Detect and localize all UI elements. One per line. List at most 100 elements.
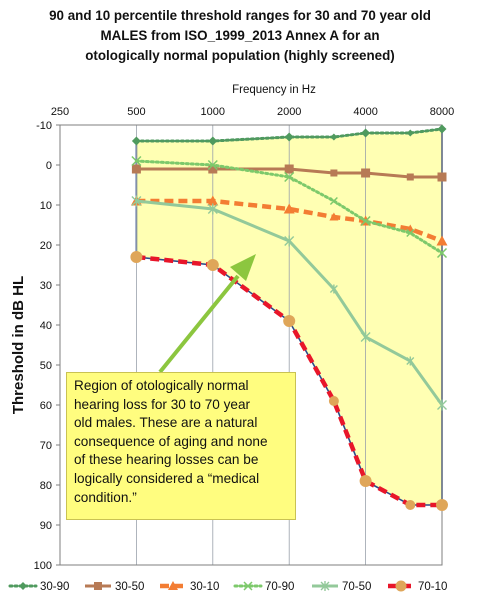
- legend-label: 30-10: [190, 581, 219, 593]
- series-30-90: [131, 124, 447, 146]
- y-tick-label: 20: [40, 240, 52, 252]
- data-point: [361, 128, 371, 138]
- annotation-line-3: old males. These are a natural: [74, 415, 258, 431]
- x-tick-label: 4000: [353, 106, 377, 118]
- data-point: [395, 580, 407, 592]
- legend-label: 30-90: [40, 581, 69, 593]
- data-point: [283, 203, 295, 214]
- chart-title: 90 and 10 percentile threshold ranges fo…: [20, 6, 460, 66]
- chart-title-line-3: otologically normal population (highly s…: [85, 48, 395, 63]
- data-point: [207, 195, 219, 206]
- data-point: [284, 164, 294, 174]
- annotation-line-1: Region of otologically normal: [74, 378, 249, 393]
- data-point: [131, 155, 142, 167]
- data-point: [330, 133, 338, 141]
- legend-item-70-10: 70-10: [388, 580, 447, 593]
- data-point: [320, 581, 330, 591]
- annotation-line-5: of these hearing losses can be: [74, 452, 259, 468]
- data-point: [206, 259, 219, 271]
- annotation-arrow: [158, 254, 256, 374]
- annotation-line-2: hearing loss for 30 to 70 year: [74, 396, 251, 412]
- legend-label: 70-90: [265, 581, 294, 593]
- legend-label: 70-50: [342, 581, 371, 593]
- x-tick-label: 250: [51, 106, 69, 118]
- y-tick-label: 80: [40, 480, 52, 492]
- series-70-50: [131, 195, 447, 411]
- data-point: [284, 235, 295, 247]
- data-point: [131, 164, 141, 174]
- legend-item-70-50: 70-50: [312, 581, 371, 593]
- x-tick-label: 1000: [201, 106, 225, 118]
- data-point: [436, 235, 448, 246]
- annotation-line-6: logically considered a “medical: [74, 470, 260, 486]
- legend-item-70-90: 70-90: [233, 581, 294, 593]
- series-30-50: [131, 164, 447, 182]
- data-point: [328, 396, 339, 406]
- y-tick-label: 100: [34, 560, 52, 572]
- chart-title-line-2: MALES from ISO_1999_2013 Annex A for an: [100, 28, 380, 43]
- data-point: [208, 164, 218, 174]
- y-tick-label: 10: [40, 200, 52, 212]
- data-point: [131, 136, 141, 146]
- data-point: [94, 582, 102, 590]
- chart-series: [130, 124, 448, 511]
- data-point: [405, 500, 416, 510]
- data-point: [19, 582, 27, 590]
- annotation-line-7: condition.”: [74, 489, 137, 505]
- legend-label: 30-50: [115, 581, 144, 593]
- chart-title-line-1: 90 and 10 percentile threshold ranges fo…: [49, 8, 431, 23]
- data-point: [243, 581, 253, 591]
- data-point: [406, 228, 415, 238]
- data-point: [330, 169, 338, 177]
- data-point: [283, 315, 296, 327]
- data-point: [361, 168, 371, 178]
- data-point: [131, 195, 142, 207]
- data-point: [329, 196, 338, 206]
- y-tick-label: 50: [40, 360, 52, 372]
- legend-label: 70-10: [418, 581, 447, 593]
- y-tick-label: 70: [40, 440, 52, 452]
- data-point: [406, 356, 415, 366]
- chart-legend: 30-90 30-50 30-10 70-90 70-50 70-10: [8, 580, 447, 593]
- x-axis-label: Frequency in Hz: [232, 84, 316, 96]
- x-tick-label: 8000: [430, 106, 454, 118]
- y-tick-label: 90: [40, 520, 52, 532]
- annotation-box: Region of otologically normal hearing lo…: [66, 372, 296, 520]
- arrow-head: [230, 254, 256, 281]
- y-axis-label: Threshold in dB HL: [10, 276, 27, 414]
- data-point: [329, 284, 338, 294]
- arrow-shaft: [158, 274, 240, 374]
- data-point: [406, 129, 414, 137]
- x-tick-label: 2000: [277, 106, 301, 118]
- data-point: [436, 499, 448, 511]
- legend-item-30-90: 30-90: [8, 581, 69, 593]
- legend-item-30-10: 30-10: [160, 581, 219, 593]
- data-point: [437, 124, 447, 134]
- annotation-line-4: consequence of aging and none: [74, 433, 268, 449]
- y-tick-label: 60: [40, 400, 52, 412]
- data-point: [437, 399, 447, 411]
- data-point: [208, 136, 218, 146]
- data-point: [406, 173, 414, 181]
- data-point: [284, 132, 294, 142]
- data-point: [284, 171, 295, 183]
- y-tick-label: 0: [46, 160, 52, 172]
- data-point: [436, 247, 448, 259]
- y-tick-label: -10: [36, 120, 52, 132]
- series-70-10: [130, 251, 448, 511]
- data-point: [130, 251, 143, 263]
- data-point: [329, 212, 339, 221]
- x-tick-label: 500: [127, 106, 145, 118]
- y-tick-label: 30: [40, 280, 52, 292]
- data-point: [437, 172, 447, 182]
- data-point: [360, 331, 371, 343]
- data-point: [207, 159, 218, 171]
- data-point: [168, 581, 178, 590]
- plot-frame: [59, 124, 443, 566]
- y-tick-label: 40: [40, 320, 52, 332]
- data-point: [360, 215, 371, 227]
- chart-axes: 250 500 1000 2000 4000 8000 -10 0 10 20 30 40 50 60 70…: [34, 106, 455, 572]
- legend-item-30-50: 30-50: [85, 581, 144, 593]
- series-70-90: [131, 155, 448, 259]
